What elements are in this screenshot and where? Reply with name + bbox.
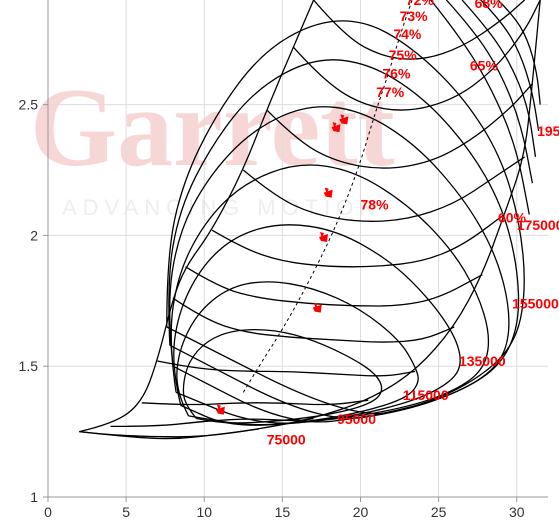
x-tick-label: 30	[509, 504, 525, 520]
operating-point-marker	[319, 232, 328, 242]
efficiency-contour	[462, 0, 535, 157]
efficiency-label: 68%	[475, 0, 504, 11]
speed-label: 175000	[517, 217, 559, 233]
x-tick-label: 15	[275, 504, 291, 520]
chart-svg: Garrett ADVANCING MOTION 0 5 10 15 20 25 30 1 1.5 2…	[0, 0, 559, 527]
operating-point-marker	[216, 405, 225, 415]
efficiency-label: 78%	[361, 196, 390, 212]
speed-line	[157, 361, 415, 376]
watermark-title: Garrett	[30, 66, 395, 190]
speed-line	[212, 215, 504, 267]
efficiency-label: 74%	[393, 26, 422, 42]
x-tick-label: 10	[196, 504, 212, 520]
efficiency-label: 73%	[400, 8, 429, 24]
speed-label: 115000	[403, 387, 449, 403]
efficiency-label: 75%	[389, 47, 418, 63]
x-tick-label: 25	[431, 504, 447, 520]
x-tick-label: 0	[44, 504, 52, 520]
speed-label: 135000	[459, 353, 506, 369]
efficiency-contour	[446, 0, 532, 183]
speed-label: 95000	[337, 411, 376, 427]
y-tick-label: 1.5	[19, 358, 39, 374]
x-tick-label: 5	[122, 504, 130, 520]
x-tick-label: 20	[353, 504, 369, 520]
y-tick-label: 2	[30, 227, 38, 243]
speed-line	[186, 267, 483, 306]
watermark-subtitle: ADVANCING MOTION	[62, 195, 381, 220]
speed-line	[142, 400, 368, 404]
speed-label: 155000	[512, 296, 559, 312]
y-tick-label: 1	[30, 489, 38, 505]
efficiency-label: 76%	[382, 65, 411, 81]
efficiency-label: 65%	[470, 58, 499, 74]
y-tick-label: 2.5	[19, 97, 39, 113]
compressor-map-chart: { "chart": { "type": "contour-map", "wid…	[0, 0, 559, 527]
efficiency-label: 77%	[376, 84, 405, 100]
speed-label: 195000	[537, 123, 559, 139]
speed-label: 75000	[267, 432, 306, 448]
speed-line	[173, 298, 454, 342]
